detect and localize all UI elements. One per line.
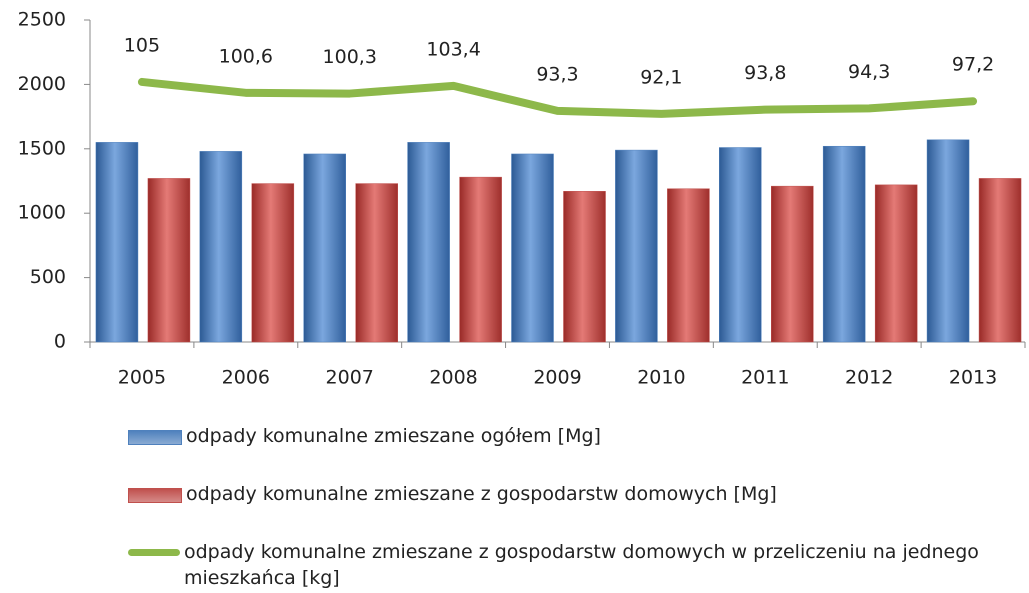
legend-swatch — [128, 430, 182, 445]
x-tick-label: 2009 — [533, 367, 581, 389]
bar — [926, 139, 970, 343]
x-tick-label: 2011 — [741, 367, 789, 389]
bar — [147, 178, 191, 343]
y-tick-label: 2500 — [18, 9, 66, 31]
legend-item: odpady komunalne zmieszane ogółem [Mg] — [128, 423, 986, 449]
x-tick-label: 2007 — [326, 367, 374, 389]
bar — [563, 191, 606, 343]
y-tick-label: 1000 — [18, 202, 66, 224]
bar — [978, 178, 1022, 343]
bar — [251, 183, 295, 343]
data-label: 105 — [124, 34, 160, 56]
data-label: 93,8 — [744, 62, 786, 84]
bar — [615, 149, 658, 343]
legend-item: odpady komunalne zmieszane z gospodarstw… — [128, 481, 986, 507]
bar — [874, 184, 918, 343]
x-tick-label: 2006 — [222, 367, 270, 389]
bar — [407, 142, 450, 343]
bar — [771, 185, 814, 343]
bar — [199, 151, 243, 343]
bar — [303, 153, 346, 343]
y-tick-label: 1500 — [18, 137, 66, 159]
bar — [719, 147, 762, 343]
y-tick-label: 2000 — [18, 73, 66, 95]
legend-item: odpady komunalne zmieszane z gospodarstw… — [128, 539, 984, 591]
legend-label: odpady komunalne zmieszane z gospodarstw… — [186, 483, 777, 505]
data-label: 93,3 — [536, 63, 578, 85]
y-tick-label: 0 — [54, 331, 66, 353]
bar — [459, 176, 502, 343]
data-label: 94,3 — [848, 61, 890, 83]
y-tick-label: 500 — [30, 266, 66, 288]
bar — [511, 153, 554, 343]
legend-label: odpady komunalne zmieszane ogółem [Mg] — [186, 425, 601, 447]
bar — [355, 183, 398, 343]
data-label: 103,4 — [426, 38, 480, 60]
x-tick-label: 2013 — [949, 367, 997, 389]
line — [137, 77, 978, 118]
legend-label: odpady komunalne zmieszane z gospodarstw… — [184, 541, 979, 589]
data-label: 100,3 — [323, 46, 377, 68]
data-label: 97,2 — [952, 54, 994, 76]
x-tick-label: 2008 — [429, 367, 477, 389]
bar — [95, 142, 139, 343]
legend-swatch — [128, 488, 182, 503]
bar — [822, 145, 866, 343]
x-tick-label: 2012 — [845, 367, 893, 389]
bar — [667, 188, 710, 343]
legend-swatch — [128, 549, 180, 556]
chart: 0 500 1000 1500 2000 2500 2005 2006 2007 2008 2009… — [18, 9, 1026, 389]
data-label: 100,6 — [219, 45, 273, 67]
x-tick-label: 2010 — [637, 367, 685, 389]
data-label: 92,1 — [640, 66, 682, 88]
x-tick-label: 2005 — [118, 367, 166, 389]
